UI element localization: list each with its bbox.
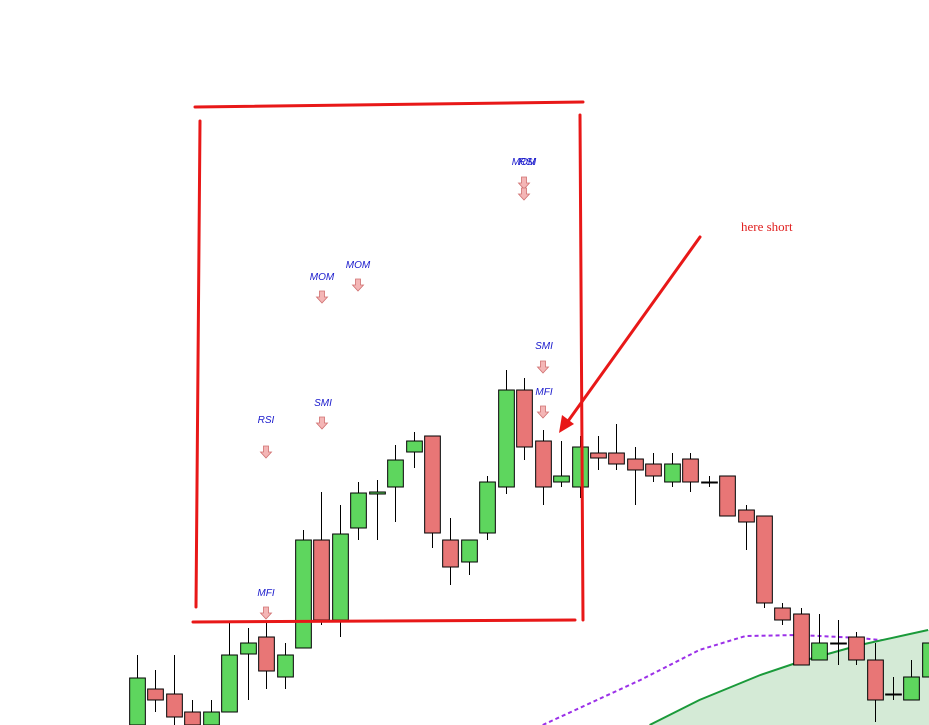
signal-arrow <box>260 606 272 620</box>
candle-body <box>406 440 423 453</box>
candle-body <box>867 659 884 701</box>
arrow-shaft <box>564 235 702 426</box>
candle-body <box>553 475 570 483</box>
candle-body <box>516 389 533 448</box>
candle-body <box>258 636 275 672</box>
candle-body <box>572 446 589 488</box>
candle-body <box>147 688 164 701</box>
candle-body <box>166 693 183 718</box>
candle-body <box>774 607 791 621</box>
candle-body <box>498 389 515 488</box>
signal-box <box>191 100 585 624</box>
candle-body <box>885 693 902 696</box>
candle-body <box>848 636 865 661</box>
candle-body <box>424 435 441 534</box>
candle-body <box>664 463 681 483</box>
candle-body <box>701 481 718 484</box>
candle-body <box>387 459 404 488</box>
candle-body <box>277 654 294 678</box>
candle-body <box>922 642 929 678</box>
arrow-head <box>559 415 574 433</box>
signal-arrow <box>537 360 549 374</box>
signals: MFI RSI SMI MOM MOM MOM RSI SMI MFI <box>257 157 553 620</box>
signal-arrow <box>316 290 328 304</box>
candle-body <box>590 452 607 459</box>
candle-body <box>240 642 257 655</box>
signal-arrow <box>518 187 530 201</box>
candle-body <box>645 463 662 477</box>
signal-label: MOM <box>346 260 371 271</box>
signal-label: SMI <box>314 398 332 409</box>
box-bottom <box>191 618 577 624</box>
candle-body <box>369 491 386 495</box>
candle-body <box>350 492 367 529</box>
candle-body <box>830 642 847 645</box>
signal-arrow <box>518 176 530 190</box>
signal-label: MFI <box>257 588 274 599</box>
candle-body <box>461 539 478 563</box>
signal-label: RSI <box>519 157 536 168</box>
candle-body <box>295 539 312 649</box>
signal-label: RSI <box>258 415 275 426</box>
candle-body <box>184 711 201 725</box>
signal-arrow <box>260 445 272 459</box>
box-left <box>194 119 202 609</box>
candle-body <box>627 458 644 471</box>
box-right <box>578 113 585 622</box>
candle-body <box>608 452 625 465</box>
indicator-line <box>649 629 929 725</box>
candle-body <box>756 515 773 604</box>
candle-body <box>479 481 496 534</box>
candle-body <box>903 676 920 701</box>
signal-label: SMI <box>535 341 553 352</box>
signal-arrow <box>352 278 364 292</box>
box-top <box>193 100 585 109</box>
signal-label: MFI <box>535 387 552 398</box>
signal-arrow <box>316 416 328 430</box>
candle-body <box>203 711 220 725</box>
signal-arrow <box>537 405 549 419</box>
candle-body <box>442 539 459 568</box>
candle-body <box>811 642 828 661</box>
note-label: here short <box>741 219 793 234</box>
short-arrow <box>559 235 702 433</box>
candle-body <box>129 677 146 725</box>
candle-body <box>221 654 238 713</box>
indicator-area <box>649 630 929 725</box>
candle-body <box>738 509 755 523</box>
signal-label: MOM <box>310 272 335 283</box>
candle-body <box>682 458 699 483</box>
candle-body <box>313 539 330 621</box>
signal-label: MOM <box>512 157 537 168</box>
candle-body <box>332 533 349 621</box>
candle-body <box>719 475 736 517</box>
candle-body <box>535 440 552 488</box>
candle-body <box>793 613 810 666</box>
